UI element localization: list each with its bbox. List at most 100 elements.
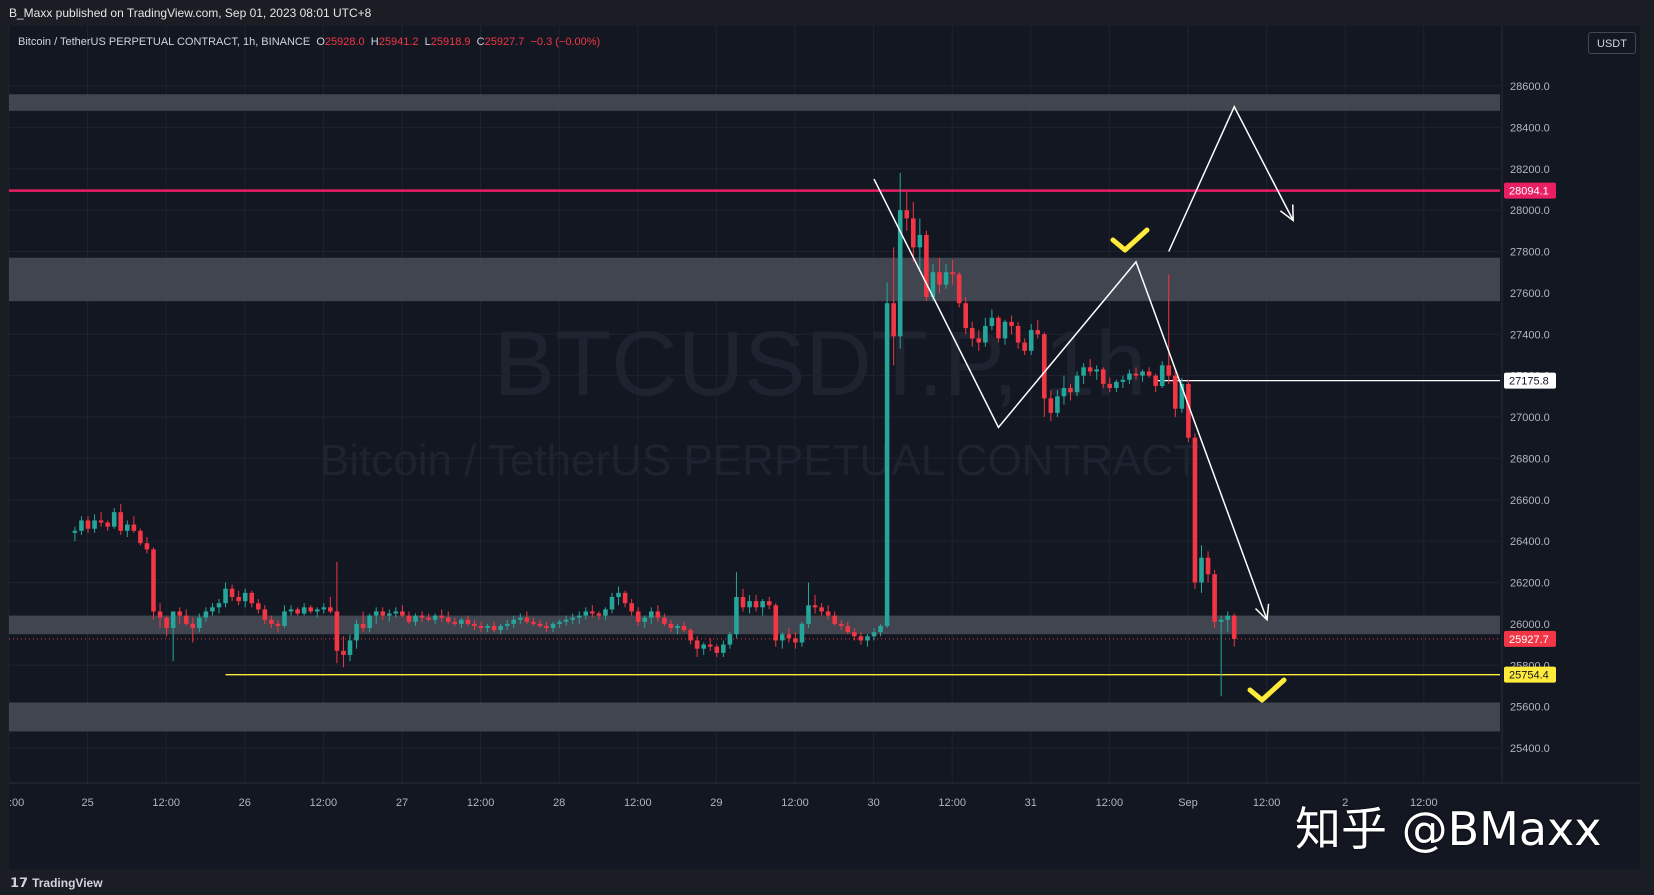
candle-body <box>1133 373 1139 376</box>
candle-body <box>210 607 215 612</box>
candle-body <box>393 611 399 614</box>
candle-body <box>629 603 634 612</box>
candle-body <box>557 621 562 624</box>
candle-body <box>760 601 765 608</box>
candle-body <box>1114 381 1119 389</box>
candle-body <box>590 611 595 614</box>
price-axis-tick: 26400.0 <box>1510 536 1550 548</box>
legend-change: −0.3 (−0.00%) <box>530 36 601 48</box>
candle-body <box>1225 615 1230 620</box>
checkmark-icon <box>1247 677 1287 703</box>
candle-body <box>1166 365 1172 376</box>
candle-body <box>328 607 333 612</box>
drawing-trend-path <box>1168 104 1294 252</box>
price-label-box <box>1504 182 1556 199</box>
candle-body <box>858 636 864 641</box>
candle-body <box>465 619 471 624</box>
candle-body <box>603 609 608 616</box>
support-resistance-zone <box>9 615 1500 635</box>
candle-body <box>452 621 458 624</box>
symbol-legend: Bitcoin / TetherUS PERPETUAL CONTRACT, 1… <box>18 36 600 48</box>
user-watermark: 知乎 @BMaxx <box>1295 802 1602 856</box>
time-axis-tick: 12:00 <box>152 797 180 809</box>
candle-body <box>845 625 851 633</box>
candle-body <box>1140 371 1145 376</box>
time-axis-tick: :00 <box>9 797 24 809</box>
candle-body <box>511 619 517 624</box>
candle-body <box>897 210 903 337</box>
candle-body <box>282 611 287 626</box>
candle-body <box>786 634 792 639</box>
candle-body <box>164 617 169 629</box>
candle-body <box>190 623 196 629</box>
candle-body <box>622 592 628 604</box>
candle-body <box>996 317 1001 339</box>
candle-body <box>138 530 143 544</box>
candle-body <box>347 640 353 655</box>
candle-body <box>806 605 811 624</box>
candle-body <box>413 615 418 622</box>
candle-body <box>406 615 412 622</box>
candle-body <box>576 615 582 618</box>
candle-body <box>662 617 667 624</box>
tradingview-logo-icon: 𝟭𝟳 <box>10 875 29 890</box>
price-axis-tick: 26800.0 <box>1510 453 1550 465</box>
time-axis-tick: 12:00 <box>467 797 495 809</box>
candle-body <box>314 609 320 612</box>
currency-button[interactable]: USDT <box>1588 32 1636 54</box>
time-axis-tick: 12:00 <box>1410 797 1438 809</box>
tradingview-logo[interactable]: 𝟭𝟳 TradingView <box>10 875 103 891</box>
price-chart[interactable]: BTCUSDT.P, 1h Bitcoin / TetherUS PERPETUA… <box>0 0 1654 869</box>
candle-body <box>799 623 805 643</box>
checkmark-icon <box>1110 227 1150 253</box>
price-label-text: 25927.7 <box>1509 634 1549 646</box>
candle-body <box>1015 325 1021 343</box>
price-label-box <box>1504 630 1556 647</box>
candle-body <box>485 625 490 629</box>
candle-body <box>118 512 124 531</box>
price-axis-tick: 26600.0 <box>1510 495 1550 507</box>
candle-body <box>1087 367 1093 372</box>
price-axis-tick: 27600.0 <box>1510 288 1550 300</box>
price-axis-tick: 28000.0 <box>1510 205 1550 217</box>
legend-c-label: C <box>476 36 485 48</box>
candle-body <box>911 218 916 248</box>
legend-low: 25918.9 <box>430 36 471 48</box>
candle-body <box>1159 365 1165 386</box>
candle-body <box>183 615 189 624</box>
candle-body <box>1081 367 1086 376</box>
candle-body <box>498 625 503 631</box>
time-axis-tick: 12:00 <box>938 797 966 809</box>
candle-body <box>197 617 202 629</box>
candle-body <box>367 615 372 629</box>
price-axis-tick: 28200.0 <box>1510 164 1550 176</box>
time-axis-tick: 12:00 <box>624 797 652 809</box>
price-label-text: 27175.8 <box>1509 376 1549 388</box>
time-axis-tick: 26 <box>239 797 251 809</box>
candle-body <box>871 632 877 637</box>
candle-body <box>157 611 163 618</box>
publish-info: B_Maxx published on TradingView.com, Sep… <box>9 6 372 20</box>
candle-body <box>1068 388 1073 393</box>
candle-body <box>288 609 294 612</box>
drawing-arrowhead <box>1254 603 1270 622</box>
candle-body <box>537 623 543 626</box>
candle-body <box>747 601 752 608</box>
candle-body <box>92 520 97 529</box>
candle-body <box>151 549 156 612</box>
candle-body <box>1218 619 1224 622</box>
candle-body <box>812 605 818 608</box>
price-label-box <box>1504 372 1556 389</box>
publish-header: B_Maxx published on TradingView.com, Sep… <box>0 0 1654 26</box>
support-resistance-zone <box>9 702 1500 732</box>
time-axis-tick: 12:00 <box>1253 797 1281 809</box>
candle-body <box>387 613 392 616</box>
drawing-trend-path <box>873 178 1268 620</box>
time-axis-tick: 28 <box>553 797 565 809</box>
candle-body <box>1100 369 1106 384</box>
candle-body <box>727 634 733 645</box>
candle-body <box>917 234 923 248</box>
time-axis-tick: Sep <box>1178 797 1198 809</box>
candle-body <box>773 605 779 641</box>
candle-body <box>563 619 569 622</box>
